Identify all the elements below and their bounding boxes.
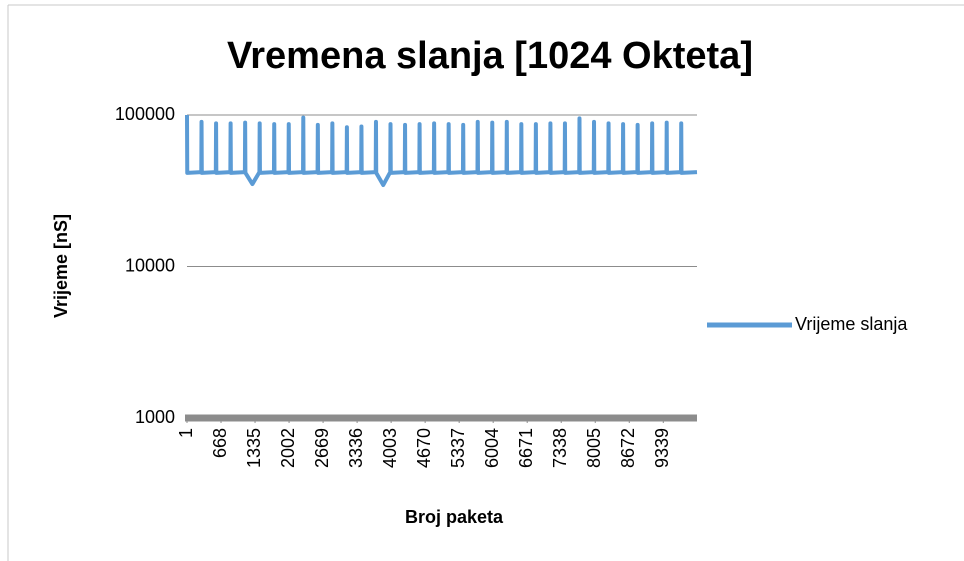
series-line [185,114,698,188]
x-tick-label: 4003 [380,428,400,468]
x-tick-label: 4670 [414,428,434,468]
x-tick-label: 7338 [550,428,570,468]
y-tick-label: 1000 [135,407,175,427]
y-tick-label: 10000 [125,255,175,275]
x-tick-label: 8672 [618,428,638,468]
y-tick-label: 100000 [115,104,175,124]
x-tick-label: 668 [210,428,230,458]
chart-title: Vremena slanja [1024 Okteta] [227,35,753,77]
x-tick-label: 6671 [516,428,536,468]
x-tick-label: 5337 [448,428,468,468]
x-tick-label: 1 [176,428,196,438]
x-tick-label: 2002 [278,428,298,468]
legend-label: Vrijeme slanja [795,314,908,334]
x-tick-label: 8005 [584,428,604,468]
x-tick-label: 6004 [482,428,502,468]
x-tick-label: 1335 [244,428,264,468]
x-tick-label: 2669 [312,428,332,468]
y-axis-label: Vrijeme [nS] [51,214,71,318]
x-tick-label: 3336 [346,428,366,468]
x-axis-label: Broj paketa [405,507,504,527]
x-tick-label: 9339 [652,428,672,468]
